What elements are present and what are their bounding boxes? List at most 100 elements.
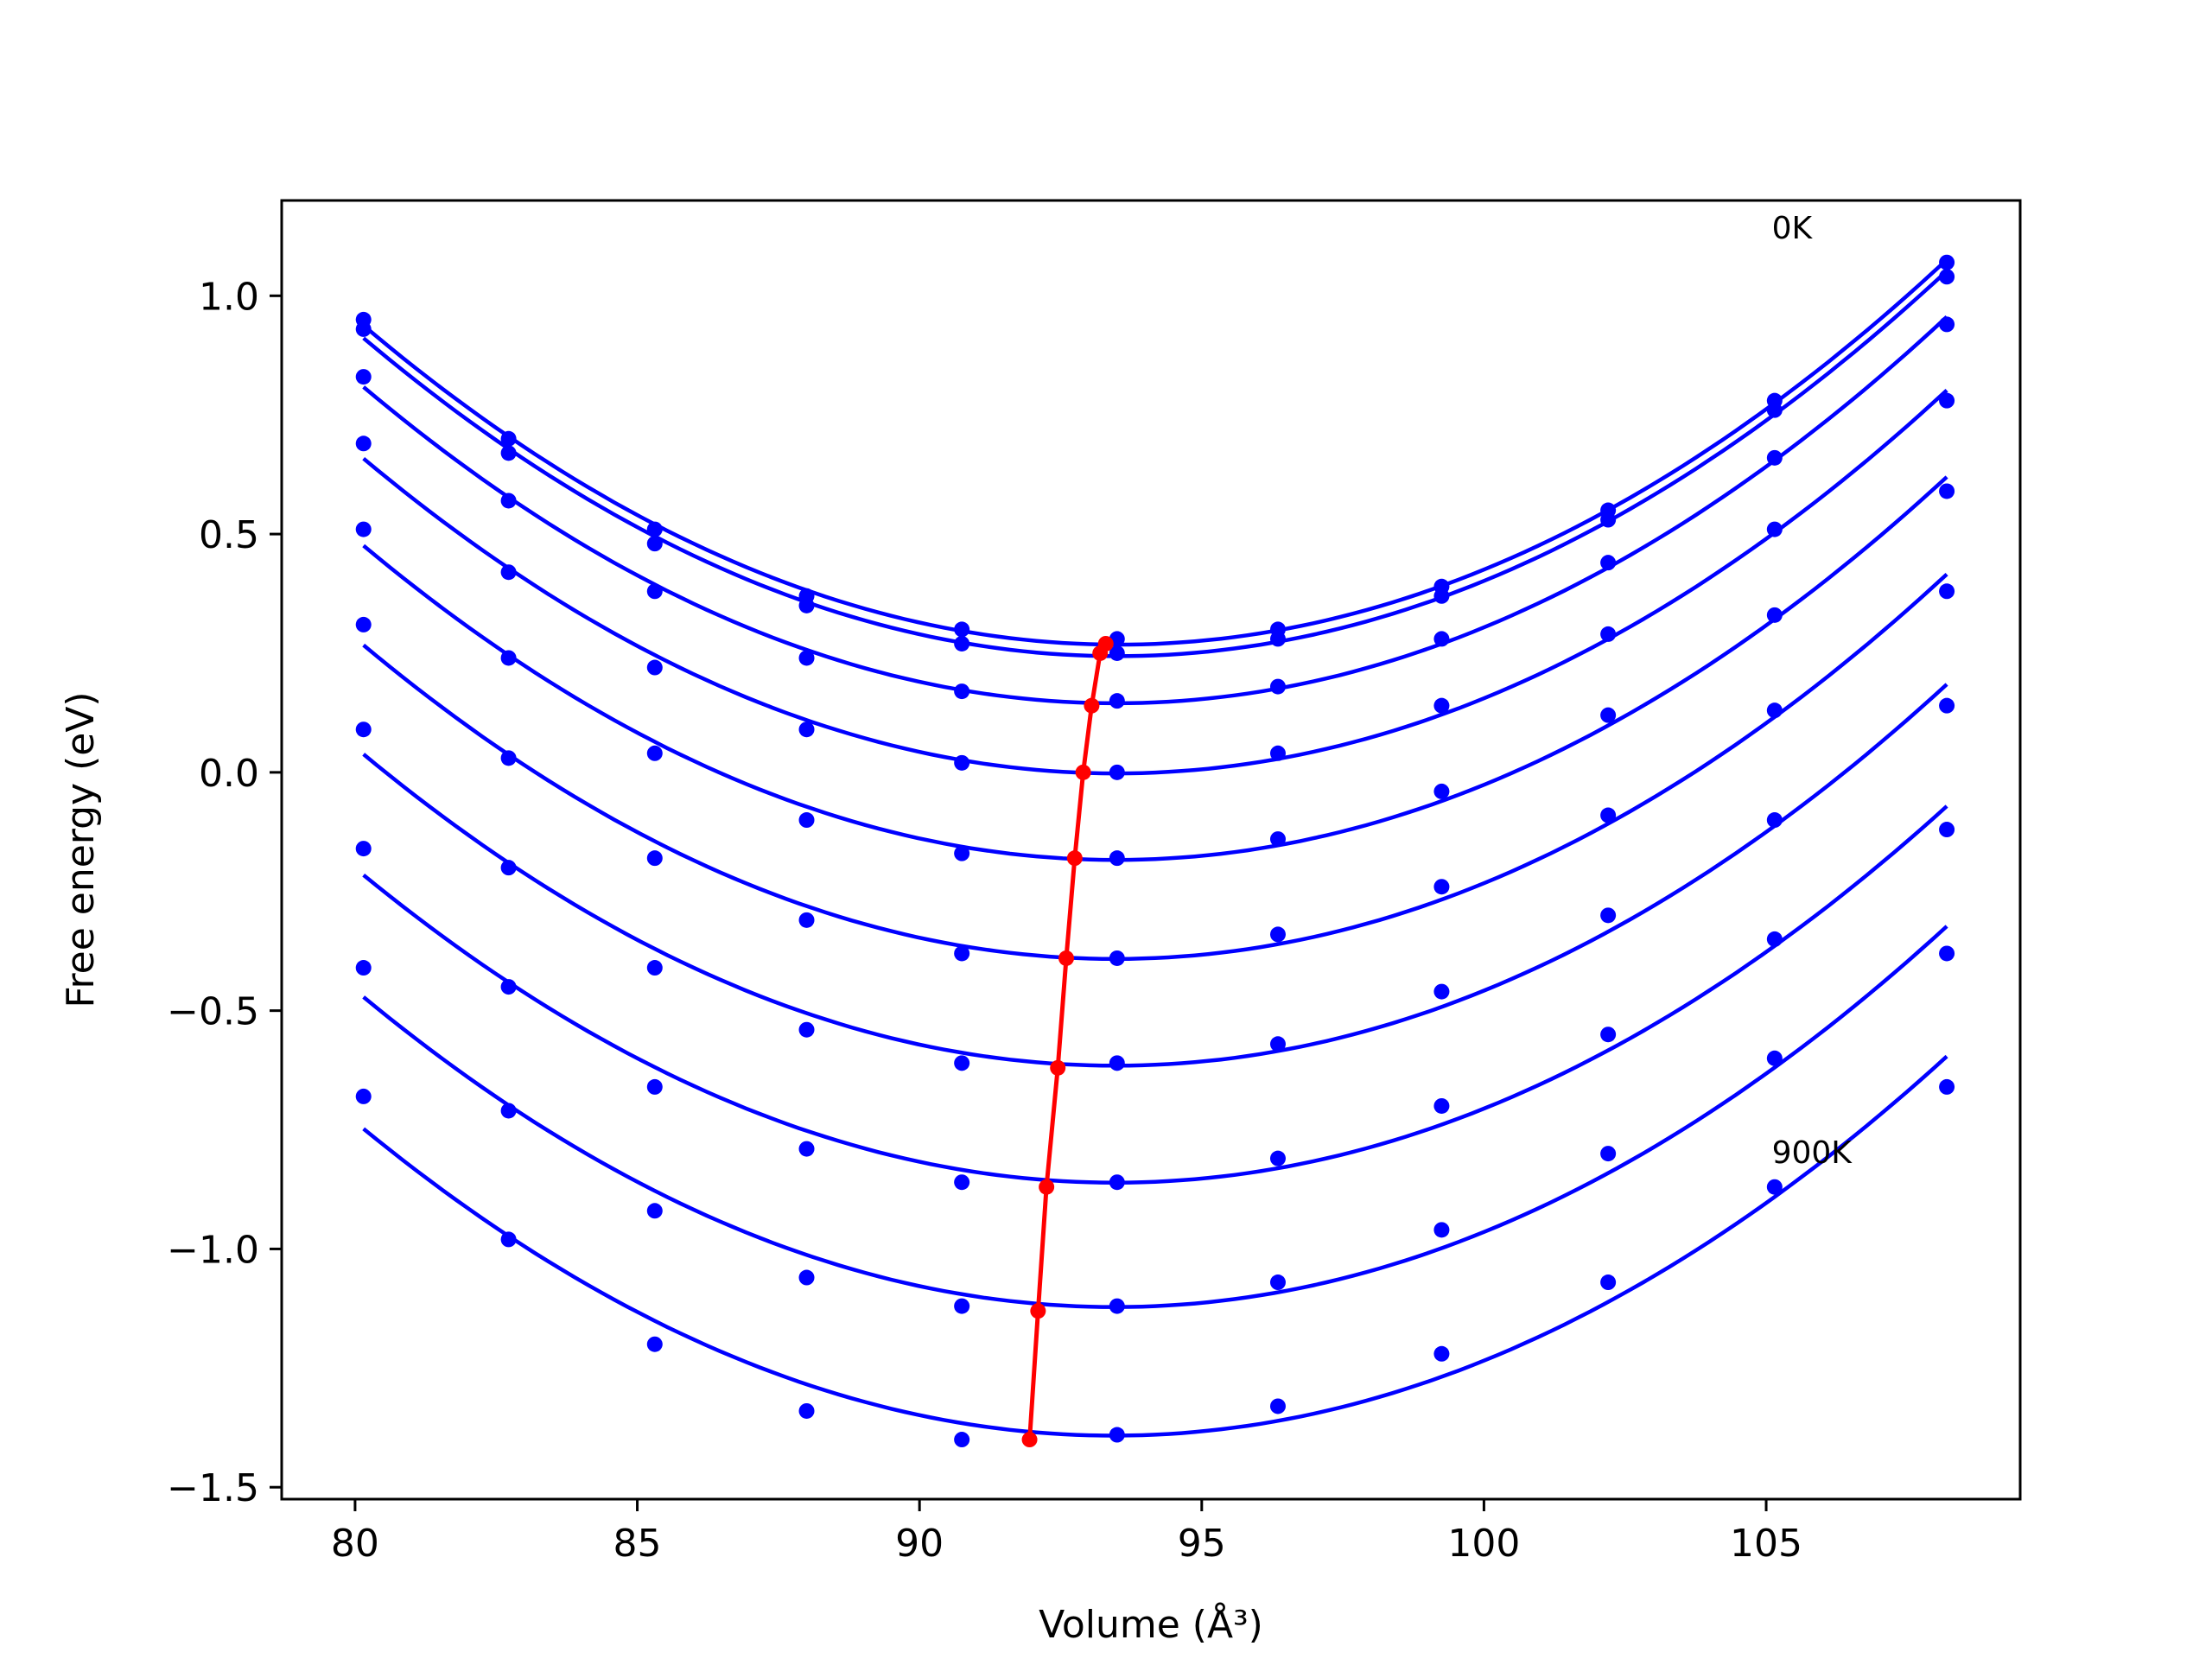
series-6-point-10 (1766, 702, 1783, 719)
series-7-point-8 (1433, 983, 1450, 1000)
series-9-point-7 (1269, 1274, 1286, 1291)
series-10-point-6 (1109, 1427, 1125, 1443)
series-10-point-10 (1766, 1179, 1783, 1195)
minimum-point-2 (1092, 645, 1109, 661)
x-tick-label-80: 80 (331, 1522, 379, 1566)
series-4-point-8 (1433, 697, 1450, 714)
series-9-point-6 (1109, 1298, 1125, 1314)
series-6-point-8 (1433, 879, 1450, 895)
series-4-point-9 (1600, 626, 1617, 642)
series-6-point-2 (500, 750, 517, 766)
series-10-point-1 (355, 1088, 372, 1104)
series-8-point-7 (1269, 1150, 1286, 1166)
series-curve-9 (362, 925, 1948, 1309)
series-4-point-3 (646, 659, 663, 676)
series-7-point-7 (1269, 1036, 1286, 1052)
series-9-point-4 (798, 1269, 815, 1286)
series-curve-3 (362, 315, 1948, 706)
series-3-point-4 (798, 650, 815, 666)
series-curve-2 (362, 269, 1948, 658)
minimum-point-10 (1021, 1432, 1038, 1448)
series-10-point-8 (1433, 1345, 1450, 1362)
series-7-point-1 (355, 721, 372, 738)
series-9-point-1 (355, 960, 372, 976)
series-8-point-2 (500, 979, 517, 995)
series-5-point-3 (646, 745, 663, 761)
minimum-point-3 (1084, 697, 1100, 714)
series-6-point-5 (954, 945, 970, 962)
y-tick-label-4: 0.5 (199, 513, 259, 557)
curves-layer (355, 254, 1955, 1448)
series-10-point-7 (1269, 1398, 1286, 1414)
series-curve-4 (362, 389, 1948, 776)
series-10-point-3 (646, 1336, 663, 1352)
series-2-point-11 (1939, 269, 1955, 285)
series-2-point-5 (954, 635, 970, 652)
x-axis-ticks: 80 85 90 95 100 105 (331, 1499, 1802, 1566)
series-5-point-1 (355, 521, 372, 537)
series-4-point-5 (954, 754, 970, 771)
series-curve-6 (362, 572, 1948, 962)
y-tick-label-3: 0.0 (199, 752, 259, 796)
series-6-point-4 (798, 912, 815, 928)
series-6-point-7 (1269, 926, 1286, 943)
series-6-point-3 (646, 850, 663, 867)
series-3-point-11 (1939, 316, 1955, 333)
series-2-point-1 (355, 321, 372, 337)
series-9-point-3 (646, 1203, 663, 1219)
series-5-point-2 (500, 650, 517, 666)
series-3-point-10 (1766, 449, 1783, 466)
series-3-point-2 (500, 493, 517, 509)
series-6-point-9 (1600, 807, 1617, 823)
minimum-point-8 (1039, 1179, 1055, 1195)
series-8-point-10 (1766, 931, 1783, 947)
series-3-point-5 (954, 683, 970, 700)
series-4-point-10 (1766, 521, 1783, 537)
series-8-point-6 (1109, 1174, 1125, 1191)
series-2-point-8 (1433, 588, 1450, 604)
annotation-0K: 0K (1772, 211, 1814, 246)
series-4-point-4 (798, 721, 815, 738)
series-2-point-9 (1600, 512, 1617, 528)
series-6-point-11 (1939, 583, 1955, 600)
series-2-point-7 (1269, 631, 1286, 647)
series-5-point-5 (954, 845, 970, 861)
y-tick-label-5: 1.0 (199, 275, 259, 319)
y-tick-label-0: −1.5 (167, 1466, 259, 1510)
minimum-line (1027, 642, 1108, 1440)
series-7-point-5 (954, 1055, 970, 1071)
series-10-point-5 (954, 1432, 970, 1448)
x-tick-label-90: 90 (895, 1522, 944, 1566)
series-8-point-3 (646, 1078, 663, 1095)
minimum-line-layer (1021, 635, 1114, 1448)
series-9-point-2 (500, 1103, 517, 1119)
series-9-point-9 (1600, 1146, 1617, 1162)
series-10-point-2 (500, 1231, 517, 1248)
series-7-point-6 (1109, 1055, 1125, 1071)
series-5-point-10 (1766, 607, 1783, 623)
series-3-point-1 (355, 369, 372, 385)
series-2-point-2 (500, 445, 517, 461)
plot-frame (280, 199, 2022, 1501)
series-10-point-9 (1600, 1274, 1617, 1291)
series-2-point-6 (1109, 645, 1125, 661)
series-9-point-5 (954, 1298, 970, 1314)
series-curve-1 (362, 257, 1948, 647)
x-axis-label: Volume (Å³) (1039, 1601, 1263, 1647)
minimum-point-9 (1030, 1303, 1046, 1319)
x-tick-label-105: 105 (1730, 1522, 1802, 1566)
minimum-point-6 (1058, 950, 1075, 966)
series-2-point-4 (798, 597, 815, 613)
series-1-point-11 (1939, 254, 1955, 270)
series-6-point-6 (1109, 950, 1125, 966)
series-7-point-10 (1766, 812, 1783, 829)
minimum-point-5 (1066, 850, 1083, 867)
series-curve-10 (362, 1054, 1948, 1438)
x-tick-label-95: 95 (1178, 1522, 1226, 1566)
annotation-900K: 900K (1772, 1135, 1853, 1171)
series-curve-8 (362, 804, 1948, 1185)
series-3-point-9 (1600, 555, 1617, 571)
series-7-point-3 (646, 960, 663, 976)
series-4-point-7 (1269, 745, 1286, 761)
